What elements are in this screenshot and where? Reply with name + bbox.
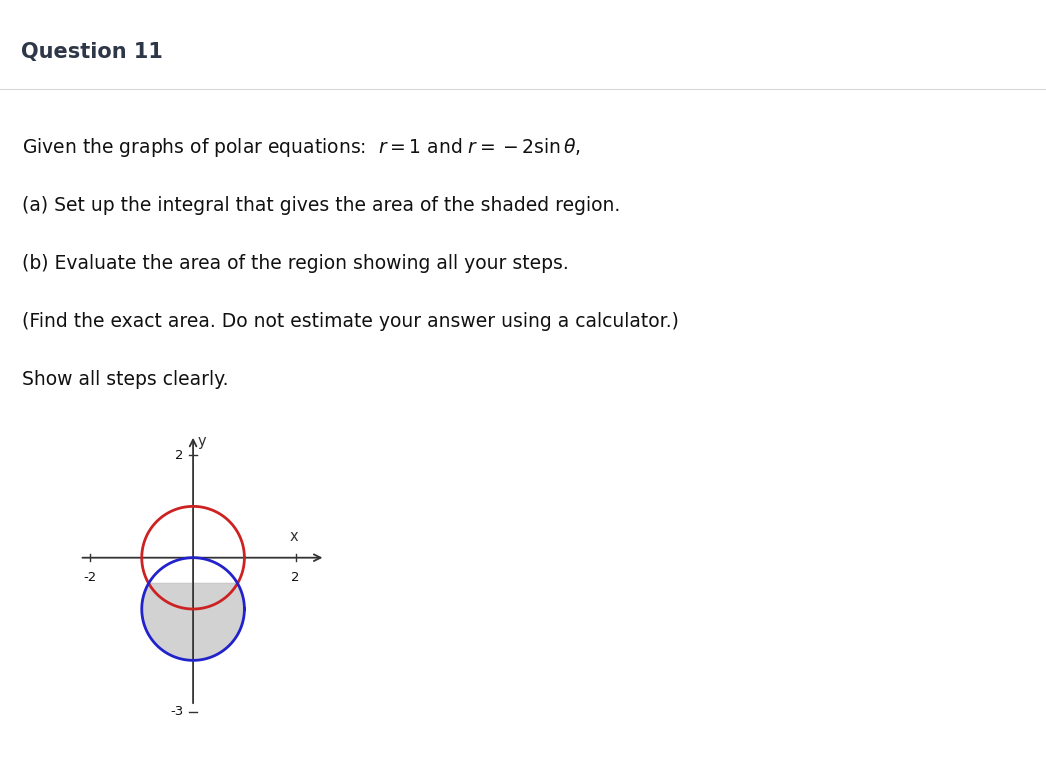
Text: -2: -2 (84, 571, 97, 584)
Text: (b) Evaluate the area of the region showing all your steps.: (b) Evaluate the area of the region show… (22, 254, 569, 273)
Text: y: y (198, 434, 206, 449)
Text: Show all steps clearly.: Show all steps clearly. (22, 370, 228, 388)
Text: 2: 2 (292, 571, 300, 584)
Text: Given the graphs of polar equations:  $r = 1$ and $r = -2\sin\theta,$: Given the graphs of polar equations: $r … (22, 136, 582, 159)
Polygon shape (142, 584, 245, 660)
Text: Question 11: Question 11 (21, 42, 163, 63)
Text: 2: 2 (176, 449, 184, 462)
Text: (Find the exact area. Do not estimate your answer using a calculator.): (Find the exact area. Do not estimate yo… (22, 312, 679, 330)
Text: -3: -3 (170, 705, 184, 718)
Text: x: x (290, 529, 298, 543)
Text: (a) Set up the integral that gives the area of the shaded region.: (a) Set up the integral that gives the a… (22, 196, 620, 215)
